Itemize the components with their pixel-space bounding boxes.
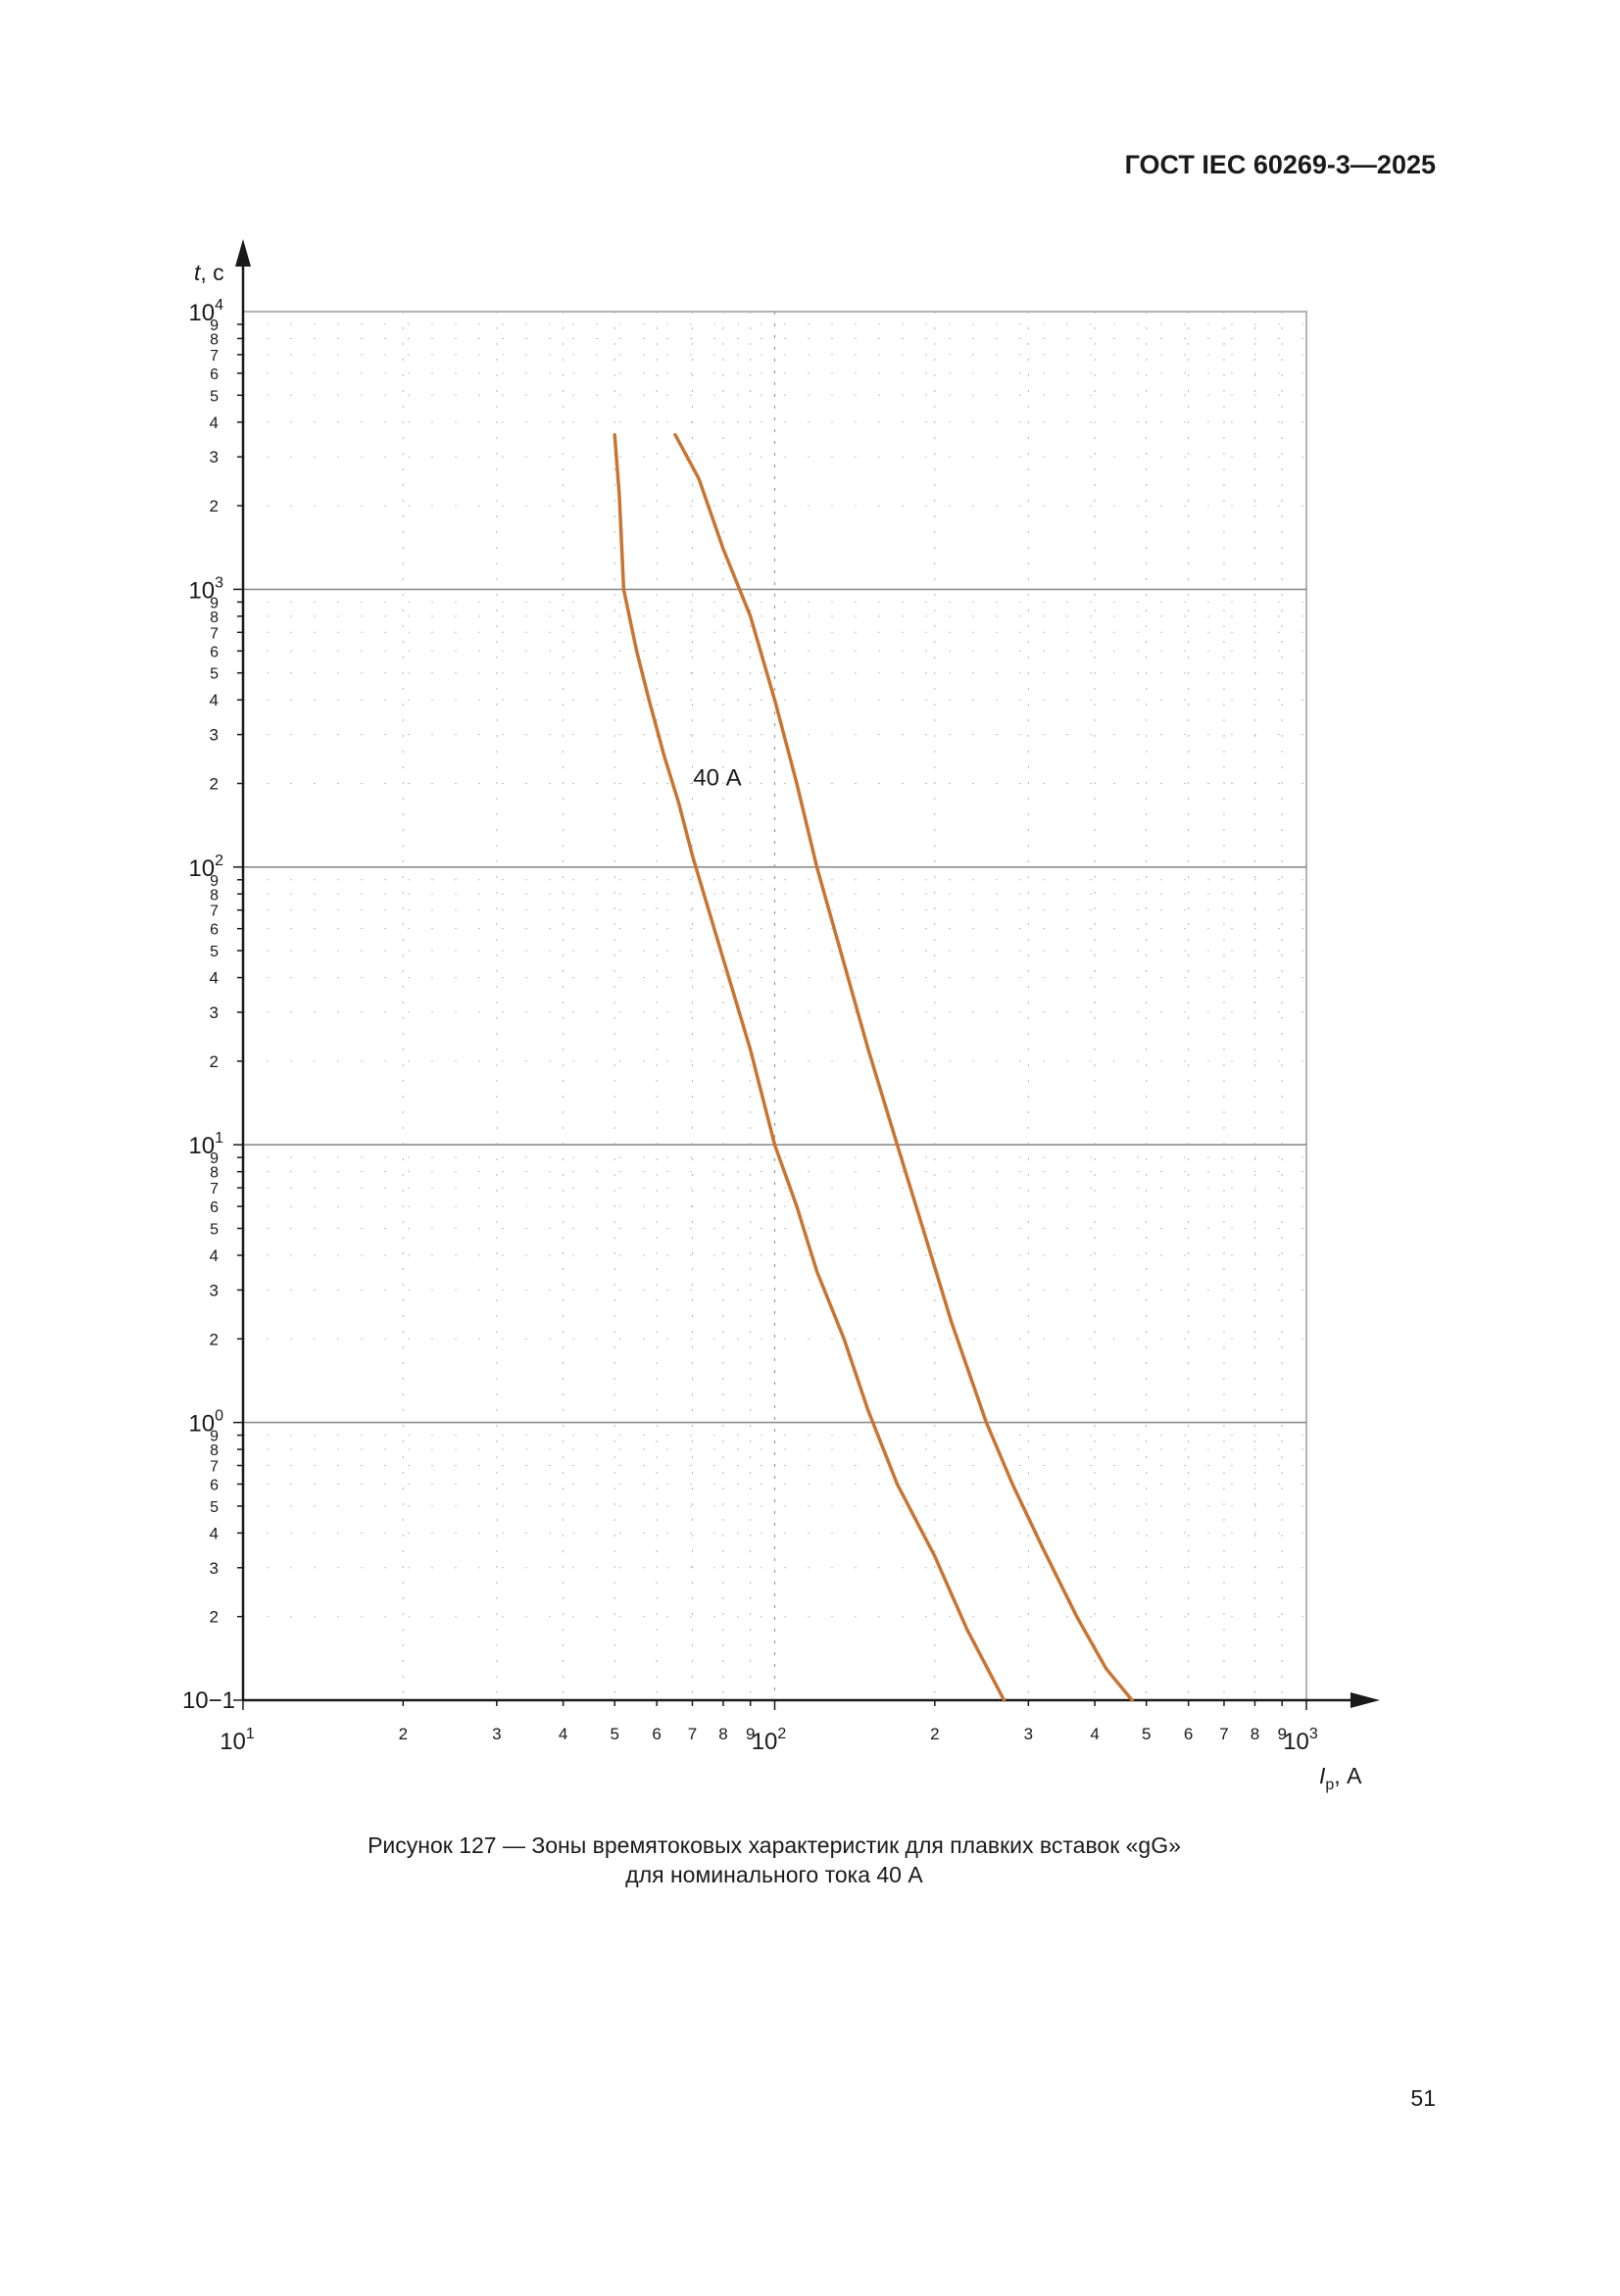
y-minor-tick-label: 4 (210, 1524, 219, 1542)
y-minor-tick-label: 9 (210, 873, 219, 890)
x-axis-arrow (1350, 1692, 1380, 1708)
figure-caption-line-2: для номинального тока 40 А (625, 1862, 923, 1887)
x-minor-tick-label: 5 (610, 1725, 618, 1743)
y-minor-tick-label: 5 (210, 388, 219, 405)
y-minor-tick-label: 9 (210, 1150, 219, 1167)
axes (233, 239, 1380, 1710)
y-minor-tick-label: 7 (210, 1458, 219, 1475)
y-minor-tick-label: 8 (210, 1165, 219, 1182)
y-minor-tick-label: 4 (210, 1246, 219, 1265)
y-minor-tick-label: 7 (210, 348, 219, 365)
x-minor-tick-label: 5 (1142, 1725, 1151, 1743)
y-minor-tick-label: 3 (210, 726, 219, 745)
y-minor-tick-label: 5 (210, 666, 219, 683)
series-curve-1 (613, 432, 1006, 1702)
x-minor-tick-label: 2 (399, 1725, 408, 1743)
y-minor-tick-label: 5 (210, 1499, 219, 1516)
y-minor-tick-label: 3 (210, 1559, 219, 1578)
y-minor-tick-label: 7 (210, 1181, 219, 1197)
x-minor-tick-label: 3 (492, 1725, 501, 1743)
y-axis-title: t, с (194, 260, 224, 285)
y-minor-tick-label: 6 (210, 644, 219, 660)
x-minor-tick-label: 2 (930, 1725, 939, 1743)
x-minor-tick-label: 8 (718, 1725, 727, 1743)
x-minor-tick-label: 3 (1024, 1725, 1033, 1743)
x-decade-label: 101 (220, 1726, 255, 1755)
labels: 10−1100101102103104234567892345678923456… (182, 260, 1362, 1793)
y-minor-tick-label: 4 (210, 969, 219, 988)
y-minor-tick-label: 2 (210, 1330, 219, 1348)
x-minor-tick-label: 4 (559, 1725, 567, 1743)
y-minor-tick-label: 7 (210, 904, 219, 920)
y-minor-tick-label: 6 (210, 366, 219, 383)
y-decade-label: 100 (188, 1408, 223, 1438)
x-minor-tick-label: 9 (746, 1725, 755, 1743)
y-minor-tick-label: 6 (210, 1199, 219, 1216)
y-decade-label: 104 (188, 297, 223, 326)
y-minor-tick-label: 2 (210, 1608, 219, 1627)
x-minor-tick-label: 4 (1090, 1725, 1099, 1743)
y-minor-tick-label: 8 (210, 887, 219, 904)
x-minor-tick-label: 6 (652, 1725, 661, 1743)
x-axis-title: Ip, А (1319, 1763, 1362, 1793)
rated-current-annotation: 40 А (693, 764, 741, 791)
x-minor-tick-label: 7 (1219, 1725, 1228, 1743)
y-minor-tick-label: 8 (210, 331, 219, 348)
y-axis-arrow (235, 239, 251, 267)
document-id-header: ГОСТ IEC 60269-3—2025 (1124, 150, 1436, 179)
y-minor-tick-label: 6 (210, 922, 219, 939)
y-minor-tick-label: 3 (210, 448, 219, 466)
x-minor-tick-label: 7 (688, 1725, 697, 1743)
y-minor-tick-label: 2 (210, 774, 219, 793)
y-minor-tick-label: 9 (210, 595, 219, 611)
y-minor-tick-label: 4 (210, 414, 219, 432)
y-minor-tick-label: 8 (210, 1442, 219, 1459)
y-minor-tick-label: 6 (210, 1477, 219, 1493)
y-minor-tick-label: 4 (210, 691, 219, 709)
page-number: 51 (1410, 2085, 1436, 2111)
series-group (613, 432, 1134, 1702)
series-curve-2 (673, 432, 1134, 1702)
x-minor-tick-label: 9 (1277, 1725, 1286, 1743)
y-decade-label: 10−1 (182, 1687, 235, 1714)
y-minor-tick-label: 7 (210, 625, 219, 642)
y-minor-tick-label: 3 (210, 1003, 219, 1022)
x-minor-tick-label: 8 (1251, 1725, 1259, 1743)
grid (242, 311, 1307, 1701)
y-minor-tick-label: 2 (210, 497, 219, 515)
x-decade-label: 102 (752, 1726, 787, 1755)
y-minor-tick-label: 5 (210, 1222, 219, 1239)
y-minor-tick-label: 8 (210, 610, 219, 626)
x-minor-tick-label: 6 (1184, 1725, 1193, 1743)
y-decade-label: 101 (188, 1130, 223, 1159)
y-minor-tick-label: 2 (210, 1052, 219, 1071)
y-minor-tick-label: 9 (210, 1429, 219, 1445)
figure-caption-line-1: Рисунок 127 — Зоны времятоковых характер… (368, 1832, 1181, 1858)
y-decade-label: 102 (188, 853, 223, 882)
y-minor-tick-label: 3 (210, 1281, 219, 1299)
x-decade-label: 103 (1283, 1726, 1318, 1755)
y-minor-tick-label: 9 (210, 318, 219, 334)
y-decade-label: 103 (188, 574, 223, 604)
y-minor-tick-label: 5 (210, 944, 219, 960)
